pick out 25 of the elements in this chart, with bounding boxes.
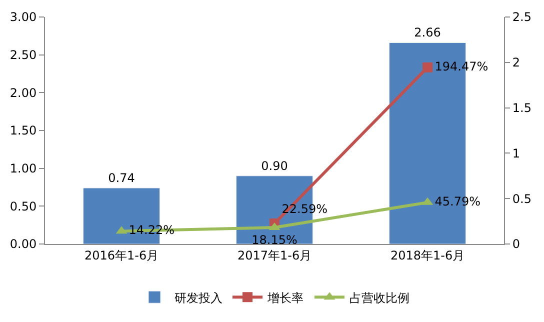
y2-tick-label: 0.5 (512, 192, 532, 206)
y-tick-label: 0.50 (10, 199, 37, 214)
y2-tick-label: 1 (512, 146, 520, 160)
point (422, 62, 432, 72)
data-label: 2.66 (414, 26, 441, 40)
data-label: 18.15% (252, 232, 298, 247)
y2-tick-label: 0 (512, 237, 520, 252)
legend-label: 占营收比例 (350, 290, 410, 305)
legend-label: 增长率 (266, 290, 304, 305)
y2-tick-label: 1.5 (512, 101, 532, 115)
y-tick-label: 3.00 (10, 10, 37, 24)
y2-tick-label: 2 (512, 56, 520, 70)
x-tick-label: 2017年1-6月 (237, 248, 312, 262)
y-tick-label: 2.50 (10, 48, 37, 62)
y-tick-label: 1.00 (10, 162, 37, 176)
data-label: 14.22% (128, 223, 175, 238)
y-tick-label: 2.00 (10, 86, 37, 100)
x-tick-label: 2018年1-6月 (390, 248, 465, 262)
data-label: 0.74 (108, 171, 135, 186)
y-tick-label: 1.50 (10, 124, 37, 138)
y2-tick-label: 2.5 (512, 10, 532, 24)
x-tick-label: 2016年1-6月 (84, 248, 159, 262)
y-tick-label: 0.00 (10, 237, 37, 252)
legend-label: 研发投入 (174, 290, 222, 305)
data-label: 0.90 (261, 158, 288, 173)
